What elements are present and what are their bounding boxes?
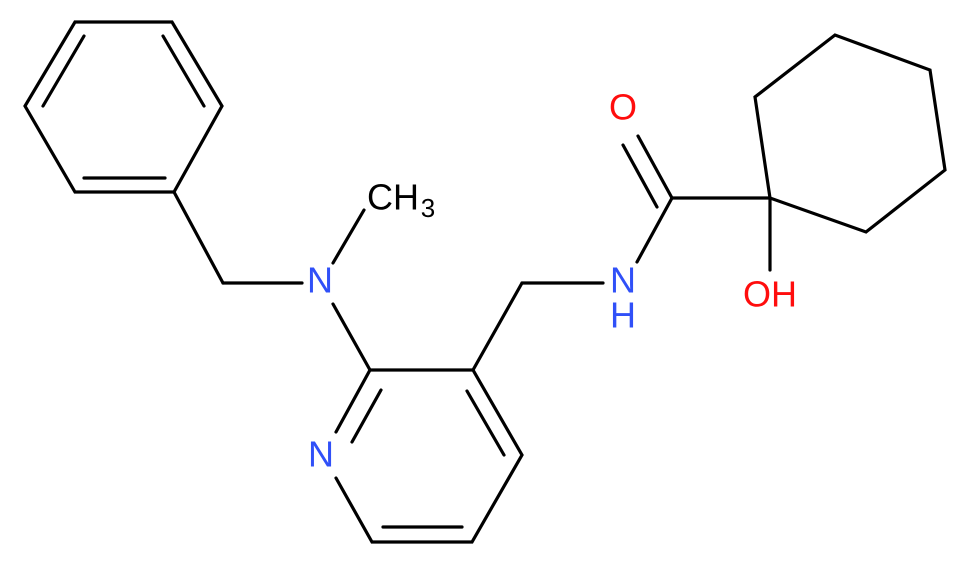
double-bond bbox=[636, 134, 674, 200]
double-bond bbox=[465, 389, 506, 457]
atom-subscript: 3 bbox=[421, 193, 435, 223]
double-bond bbox=[621, 143, 659, 209]
pyridine-ring bbox=[334, 368, 524, 544]
bond bbox=[635, 196, 674, 264]
atom-label: H bbox=[610, 295, 636, 336]
bond bbox=[331, 302, 372, 372]
atom-labels: O OH N H N CH 3 N bbox=[307, 87, 797, 475]
double-bond bbox=[161, 34, 206, 108]
bonds bbox=[23, 20, 947, 544]
atom-label: N bbox=[307, 260, 333, 301]
bond bbox=[331, 208, 366, 265]
atom-label: O bbox=[609, 87, 637, 128]
double-bond bbox=[41, 34, 86, 108]
atom-label: N bbox=[308, 434, 334, 475]
double-bond bbox=[350, 388, 383, 444]
atom-label: OH bbox=[743, 274, 797, 315]
bond bbox=[471, 281, 524, 372]
atom-label: CH bbox=[367, 177, 419, 218]
cyclohexane-ring bbox=[753, 33, 947, 234]
benzene-ring bbox=[23, 20, 224, 194]
bond bbox=[172, 190, 225, 285]
atom-label: N bbox=[610, 260, 636, 301]
